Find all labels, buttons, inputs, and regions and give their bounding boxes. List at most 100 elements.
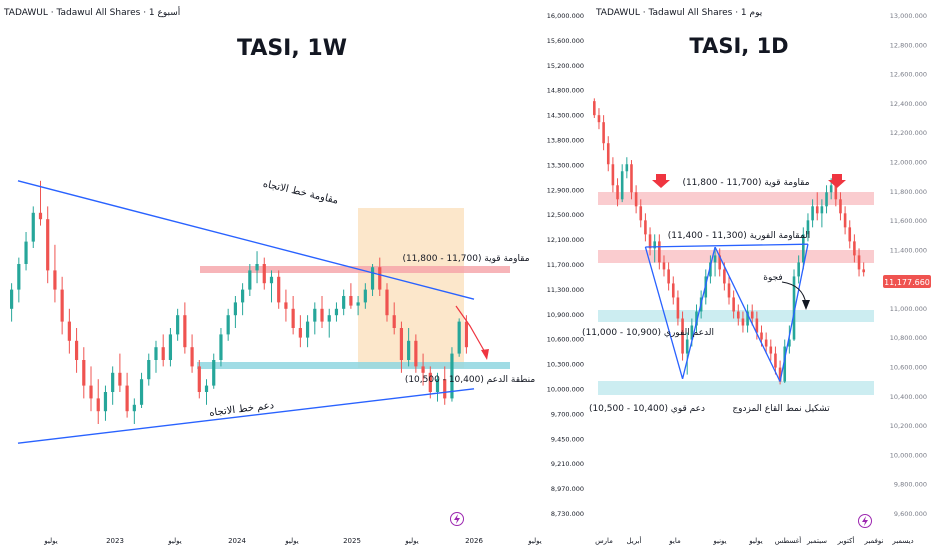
right-axis-tick: 12,600.000 [890,71,927,79]
current-price-badge [883,275,931,288]
daily-lightning-icon[interactable] [858,514,872,528]
candle-body [843,213,847,228]
candle-body [774,353,777,368]
candle-body [53,270,57,290]
candle-body [806,220,810,235]
daily-x-label: يونيو [712,537,726,545]
daily-x-label: يوليو [748,537,762,545]
candle-body [681,318,684,354]
candle-body [334,308,339,316]
candle-body [630,164,633,193]
right-axis-tick: 12,400.000 [890,100,927,108]
right-axis-tick: 11,800.000 [890,188,927,196]
candle-body [764,339,768,347]
double-bottom-label: تشكيل نمط القاع المزدوج [732,404,830,414]
candle-body [349,296,353,306]
left-axis-tick: 14,300.000 [547,112,584,120]
candle-body [89,385,93,399]
left-axis-tick: 12,100.000 [547,236,584,244]
candle-body [857,255,861,270]
candle-body [853,241,856,256]
candle-body [327,315,331,322]
candle-body [685,339,689,354]
daily-immediate-support-label: الدعم الفوري (10,900 - 11,000) [582,328,714,338]
weekly-panel: TADAWUL · Tadawul All Shares · 1 أسبوع T… [3,6,542,545]
candle-body [797,262,800,277]
weekly-projection-arrowhead [481,349,489,360]
candle-body [811,206,814,221]
candle-body [464,321,468,348]
candle-body [611,164,615,186]
candle-body [616,185,619,200]
candle-body [248,270,252,290]
right-axis-tick: 12,800.000 [890,41,927,49]
candle-body [597,115,601,123]
candle-body [204,385,209,392]
candle-body [74,340,79,360]
candle-body [658,241,661,263]
weekly-x-label: يوليو [527,537,541,545]
candle-body [147,360,151,380]
weekly-resistance-zone [200,266,510,273]
candle-body [676,297,680,319]
candle-body [648,234,652,249]
candle-body [820,206,824,214]
left-axis-tick: 9,450.000 [551,435,584,443]
daily-pattern-lines [644,243,809,382]
daily-strong-resistance-label: مقاومة قوية (11,700 - 11,800) [682,178,809,188]
candle-body [695,311,698,326]
candle-body [435,379,440,392]
daily-header: TADAWUL · Tadawul All Shares · 1 يوم [595,8,763,18]
candle-body [760,332,763,340]
candle-body [750,311,754,319]
daily-x-label: مايو [668,537,681,545]
candle-body [226,315,230,335]
daily-immediate-resistance-label: المقاومة الفورية (11,300 - 11,400) [668,231,811,241]
right-axis-tick: 11,600.000 [890,217,927,225]
candle-body [667,269,670,284]
right-axis-tick: 9,600.000 [894,510,927,518]
left-axis-tick: 10,900.000 [547,311,584,319]
weekly-x-label: يوليو [284,537,298,545]
candle-body [60,289,64,322]
candle-body [644,220,647,235]
left-axis-tick: 13,800.000 [547,137,584,145]
weekly-lightning-icon[interactable] [450,512,464,526]
candle-body [639,206,643,221]
down-arrow-icon [828,174,846,188]
candle-body [428,372,432,392]
daily-strong-resistance-zone [598,192,874,205]
left-axis-tick: 12,900.000 [547,186,584,194]
candle-body [671,283,675,298]
double-bottom-pattern-line [779,244,809,382]
candle-body [606,143,610,165]
left-axis-tick: 8,730.000 [551,510,584,518]
weekly-header: TADAWUL · Tadawul All Shares · 1 أسبوع [3,6,180,18]
candle-body [385,289,389,316]
weekly-x-label: 2023 [106,537,124,545]
weekly-resistance-zone-label: مقاومة قوية (11,700 - 11,800) [402,254,529,264]
candle-body [233,302,237,316]
candle-body [197,366,201,392]
candle-body [778,367,782,382]
weekly-x-label: يوليو [404,537,418,545]
right-axis-tick: 11,000.000 [890,305,927,313]
candle-body [690,325,694,340]
candle-body [277,276,281,303]
daily-immediate-support-zone [598,310,874,322]
candle-body [407,340,411,360]
candle-body [634,192,638,207]
candle-body [219,334,223,360]
left-axis-tick: 11,300.000 [547,286,584,294]
gap-label: فجوة [763,273,782,283]
candle-body [625,164,629,172]
weekly-support-zone-label: منطقة الدعم (10,400 - 10,500) [405,375,536,385]
weekly-x-axis: يوليو 2023 يوليو 2024 يوليو 2025 يوليو 2… [43,537,541,545]
daily-panel: 16,000.000 15,600.000 15,200.000 14,800.000… [547,8,931,545]
left-axis-tick: 12,500.000 [547,211,584,219]
candle-body [602,122,605,144]
daily-x-label: نوفمبر [864,537,884,545]
candle-body [24,241,28,264]
left-axis-tick: 13,300.000 [547,161,584,169]
candle-body [161,347,165,360]
